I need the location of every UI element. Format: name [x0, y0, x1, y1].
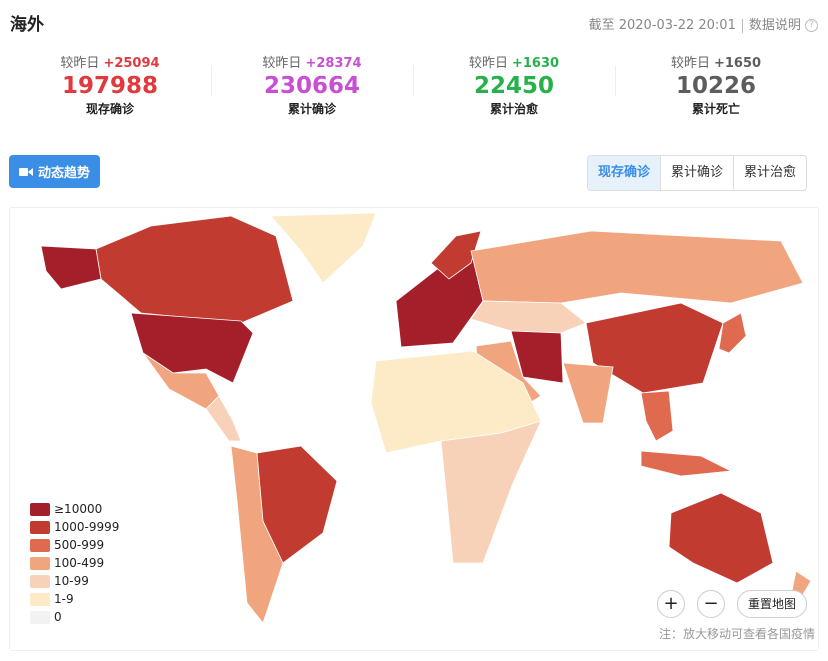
meta: 截至 2020-03-22 20:01 数据说明 ?: [589, 14, 818, 33]
iran[interactable]: [510, 330, 564, 384]
legend-item[interactable]: 10-99: [30, 572, 119, 590]
delta: +28374: [305, 56, 362, 71]
stat-value: 10226: [675, 73, 757, 99]
delta: +1630: [511, 56, 560, 71]
legend-label: 1-9: [54, 592, 74, 606]
greenland[interactable]: [270, 212, 377, 284]
legend-label: 1000-9999: [54, 520, 120, 534]
stat-value: 197988: [61, 73, 159, 99]
delta: +1650: [713, 56, 762, 71]
reset-map[interactable]: 重置地图: [737, 590, 807, 618]
delta: +25094: [103, 56, 160, 71]
brazil[interactable]: [256, 445, 338, 564]
china[interactable]: [585, 302, 724, 394]
divider: [413, 66, 414, 96]
canada[interactable]: [95, 215, 294, 324]
legend-item[interactable]: 1-9: [30, 590, 119, 608]
trend-label: 动态趋势: [37, 166, 90, 181]
legend-swatch: [30, 520, 50, 534]
scandinavia[interactable]: [430, 230, 482, 280]
tab[interactable]: 累计治愈: [733, 156, 806, 190]
help-icon[interactable]: ?: [805, 19, 818, 32]
stat: 较昨日 +1630 22450 累计治愈: [413, 52, 615, 117]
map-container: [9, 207, 819, 651]
separator: [741, 18, 743, 33]
legend-item[interactable]: ≥10000: [30, 500, 119, 518]
tabs: 现存确诊 累计确诊 累计治愈: [587, 155, 808, 191]
legend-label: 10-99: [54, 574, 89, 588]
stat-delta-row: 较昨日 +25094: [9, 52, 211, 71]
legend-item[interactable]: 100-499: [30, 554, 119, 572]
stat-name: 累计治愈: [489, 102, 538, 116]
legend-swatch: [30, 556, 50, 570]
page-title: 海外: [10, 15, 44, 35]
legend-swatch: [30, 574, 50, 588]
stat-delta-row: 较昨日 +1650: [615, 52, 817, 71]
japan[interactable]: [718, 312, 747, 354]
stat-value: 230664: [263, 73, 361, 99]
stat: 较昨日 +25094 197988 现存确诊: [9, 52, 211, 117]
legend-item[interactable]: 0: [30, 608, 119, 626]
legend-swatch: [30, 502, 50, 516]
africa-south[interactable]: [440, 420, 542, 564]
alaska[interactable]: [40, 245, 102, 290]
australia[interactable]: [668, 492, 774, 584]
legend-label: 0: [54, 610, 62, 624]
legend-label: 500-999: [54, 538, 105, 552]
stat-name: 现存确诊: [85, 102, 134, 116]
stat-value: 22450: [473, 73, 555, 99]
india[interactable]: [562, 362, 614, 424]
russia[interactable]: [470, 230, 804, 304]
world-map[interactable]: [10, 208, 818, 650]
divider: [615, 66, 616, 96]
legend-swatch: [30, 592, 50, 606]
indonesia[interactable]: [640, 450, 733, 477]
zoom-out[interactable]: −: [697, 590, 725, 618]
legend: ≥10000 1000-9999 500-999 100-499 10-99 1-9 0: [30, 500, 119, 626]
tab[interactable]: 现存确诊: [588, 156, 661, 190]
delta-label: 较昨日: [670, 56, 710, 71]
legend-swatch: [30, 610, 50, 624]
central-america[interactable]: [205, 395, 242, 442]
video-icon: [18, 167, 33, 176]
legend-swatch: [30, 538, 50, 552]
usa[interactable]: [130, 312, 254, 384]
stat-delta-row: 较昨日 +1630: [413, 52, 615, 71]
legend-label: ≥10000: [54, 502, 103, 516]
legend-item[interactable]: 1000-9999: [30, 518, 119, 536]
delta-label: 较昨日: [262, 56, 302, 71]
divider: [211, 66, 212, 96]
legend-label: 100-499: [54, 556, 105, 570]
tab[interactable]: 累计确诊: [660, 156, 733, 190]
stat: 较昨日 +1650 10226 累计死亡: [615, 52, 817, 117]
zoom-in[interactable]: +: [657, 590, 685, 618]
timestamp: 截至 2020-03-22 20:01: [588, 18, 736, 33]
stat-name: 累计确诊: [287, 102, 336, 116]
trend-button[interactable]: 动态趋势: [9, 155, 100, 188]
stat-name: 累计死亡: [691, 102, 740, 116]
delta-label: 较昨日: [60, 56, 100, 71]
delta-label: 较昨日: [468, 56, 508, 71]
central-asia[interactable]: [470, 300, 587, 334]
southeast-asia[interactable]: [640, 390, 674, 442]
stat: 较昨日 +28374 230664 累计确诊: [211, 52, 413, 117]
help-link[interactable]: 数据说明: [748, 18, 801, 33]
note: 注：放大移动可查看各国疫情: [658, 627, 815, 641]
legend-item[interactable]: 500-999: [30, 536, 119, 554]
stat-delta-row: 较昨日 +28374: [211, 52, 413, 71]
